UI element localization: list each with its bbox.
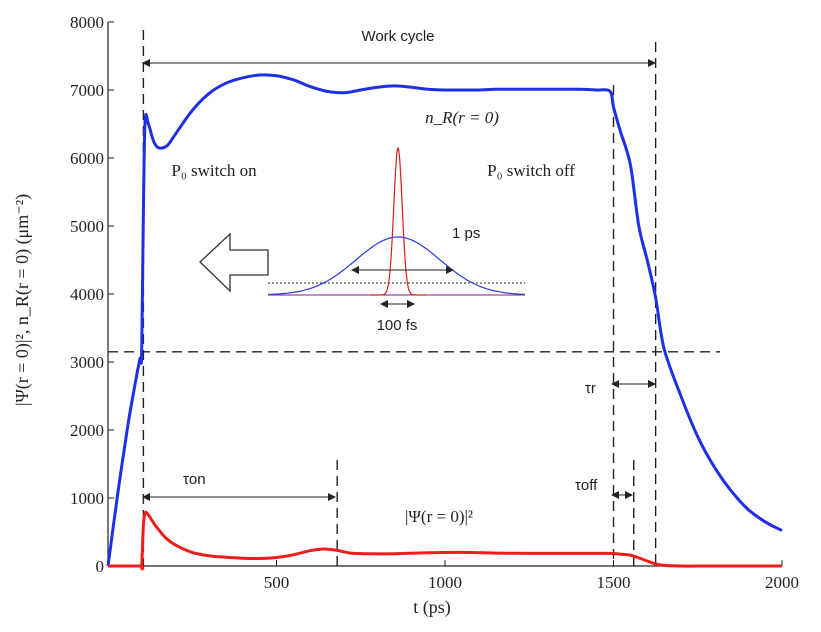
x-tick-label: 500 xyxy=(264,573,290,592)
left-arrow-icon xyxy=(199,232,269,293)
tau-off-annotation: τoff xyxy=(575,477,633,499)
y-tick-label: 8000 xyxy=(70,13,104,32)
x-tick-label: 2000 xyxy=(765,573,799,592)
y-axis-title: |Ψ(r = 0)|², n_R(r = 0) (μm⁻²) xyxy=(12,194,33,406)
x-ticks: 500 1000 1500 2000 xyxy=(264,560,799,592)
series-line-psi xyxy=(107,510,782,571)
y-tick-label: 5000 xyxy=(70,217,104,236)
axes xyxy=(107,22,782,567)
tau-on-annotation: τon xyxy=(142,471,336,501)
p0-switch-off-label: P₀ switch off xyxy=(487,161,575,180)
inset-narrow-pulse-100fs xyxy=(370,146,426,296)
y-tick-label: 2000 xyxy=(70,421,104,440)
inset-pulse-diagram: 1 ps 100 fs xyxy=(267,146,526,334)
inset-100fs-label: 100 fs xyxy=(377,317,418,334)
tau-r-annotation: τr xyxy=(585,380,656,397)
y-tick-label: 7000 xyxy=(70,81,104,100)
y-tick-label: 6000 xyxy=(70,149,104,168)
y-ticks: 0 1000 2000 3000 4000 5000 6000 7000 8000 xyxy=(70,13,114,576)
x-tick-label: 1000 xyxy=(428,573,462,592)
y-tick-label: 1000 xyxy=(70,489,104,508)
x-tick-label: 1500 xyxy=(597,573,631,592)
inset-1ps-label: 1 ps xyxy=(452,225,480,242)
inset-wide-pulse-1ps xyxy=(267,236,526,296)
y-tick-label: 3000 xyxy=(70,353,104,372)
p0-switch-on-label: P₀ switch on xyxy=(171,161,257,180)
n-r-label: n_R(r = 0) xyxy=(425,108,499,127)
tau-on-label: τon xyxy=(183,471,206,488)
x-axis-title: t (ps) xyxy=(413,597,451,618)
work-cycle-annotation: Work cycle xyxy=(142,28,656,67)
series-lines xyxy=(106,73,783,571)
psi-label: |Ψ(r = 0)|² xyxy=(405,507,473,526)
series-line-n-r xyxy=(106,73,783,567)
y-tick-label: 4000 xyxy=(70,285,104,304)
work-cycle-label: Work cycle xyxy=(361,28,434,45)
tau-off-label: τoff xyxy=(575,477,598,494)
y-tick-label: 0 xyxy=(96,557,105,576)
tau-r-label: τr xyxy=(585,380,596,397)
